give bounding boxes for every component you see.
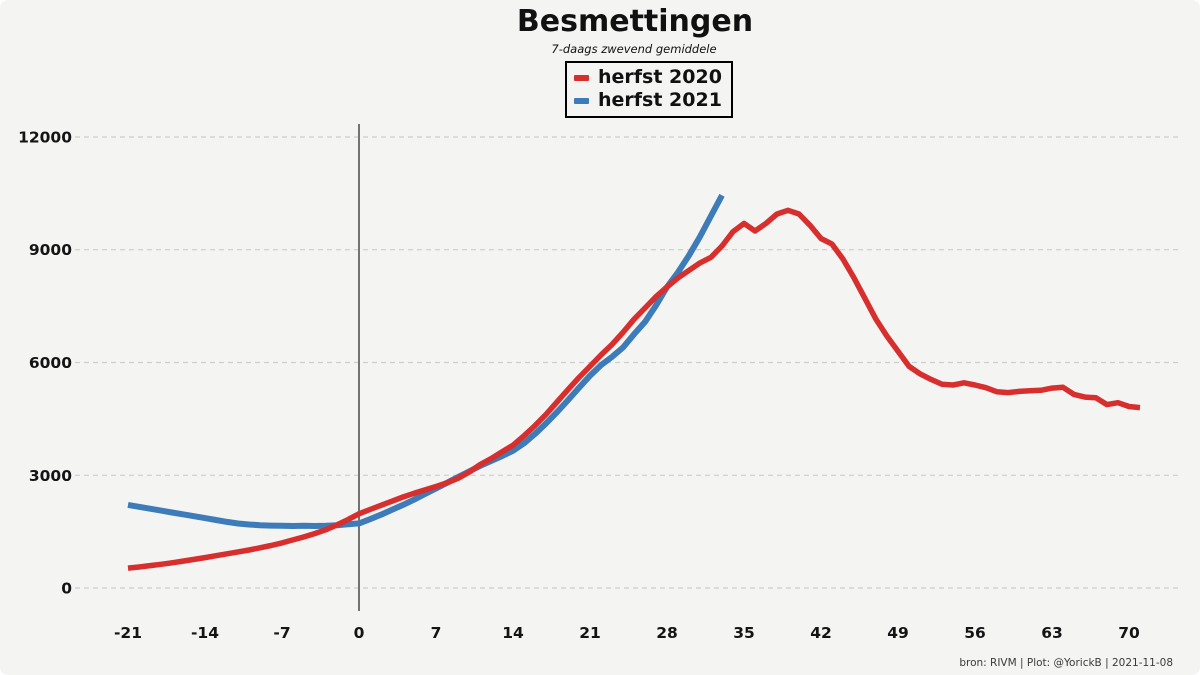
y-tick-label-12000: 12000	[18, 129, 72, 147]
legend-item-herfst-2020: herfst 2020	[574, 67, 722, 88]
x-tick-label-0: 0	[354, 624, 365, 642]
x-axis-labels: -21 -14 -7 0 7 14 21 28 35 42 49 56 63 70	[114, 624, 1140, 642]
series-line-herfst-2021	[127, 193, 725, 529]
x-tick-label--7: -7	[273, 624, 290, 642]
legend-label-herfst-2020: herfst 2020	[598, 66, 722, 88]
legend-item-herfst-2021: herfst 2021	[574, 90, 722, 111]
legend-swatch-red-icon	[574, 74, 589, 81]
x-tick-label-56: 56	[964, 624, 986, 642]
y-tick-label-9000: 9000	[29, 241, 72, 259]
legend-label-herfst-2021: herfst 2021	[598, 89, 722, 111]
y-tick-label-0: 0	[61, 580, 72, 598]
gridlines	[75, 136, 1180, 589]
chart-subtitle: 7-daags zwevend gemiddele	[551, 42, 717, 56]
legend-swatch-blue-icon	[574, 97, 589, 104]
x-tick-label-49: 49	[887, 624, 909, 642]
y-tick-label-3000: 3000	[29, 467, 72, 485]
x-tick-label--14: -14	[191, 624, 219, 642]
source-footer: bron: RIVM | Plot: @YorickB | 2021-11-08	[959, 657, 1173, 669]
chart-title: Besmettingen	[516, 4, 754, 39]
x-tick-label-7: 7	[431, 624, 442, 642]
x-tick-label-21: 21	[579, 624, 601, 642]
x-tick-label-35: 35	[733, 624, 755, 642]
x-tick-label-14: 14	[502, 624, 524, 642]
y-axis-labels: 0 3000 6000 9000 12000	[18, 129, 72, 598]
legend: herfst 2020 herfst 2021	[565, 61, 733, 118]
series-lines	[127, 193, 1141, 571]
y-tick-label-6000: 6000	[29, 354, 72, 372]
x-tick-label--21: -21	[114, 624, 142, 642]
x-tick-label-42: 42	[810, 624, 832, 642]
x-tick-label-70: 70	[1118, 624, 1140, 642]
x-tick-label-28: 28	[656, 624, 678, 642]
x-tick-label-63: 63	[1041, 624, 1063, 642]
series-line-herfst-2020	[127, 207, 1141, 571]
